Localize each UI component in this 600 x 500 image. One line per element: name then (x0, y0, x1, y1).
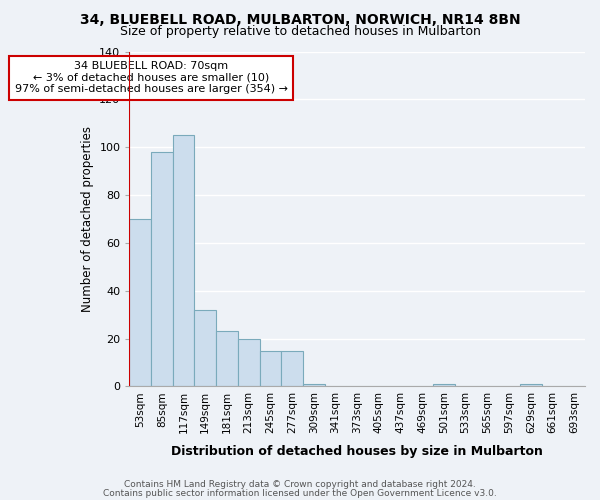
Bar (520, 384, 542, 386)
Bar (303, 384, 325, 386)
Bar (151, 152, 173, 386)
Bar (216, 332, 238, 386)
Bar (130, 219, 151, 386)
Bar (433, 384, 455, 386)
Bar (238, 338, 260, 386)
Bar (260, 350, 281, 386)
Text: 34 BLUEBELL ROAD: 70sqm
← 3% of detached houses are smaller (10)
97% of semi-det: 34 BLUEBELL ROAD: 70sqm ← 3% of detached… (14, 61, 287, 94)
Text: Contains HM Land Registry data © Crown copyright and database right 2024.: Contains HM Land Registry data © Crown c… (124, 480, 476, 489)
Text: Size of property relative to detached houses in Mulbarton: Size of property relative to detached ho… (119, 25, 481, 38)
Y-axis label: Number of detached properties: Number of detached properties (80, 126, 94, 312)
Text: 34, BLUEBELL ROAD, MULBARTON, NORWICH, NR14 8BN: 34, BLUEBELL ROAD, MULBARTON, NORWICH, N… (80, 12, 520, 26)
Bar (173, 135, 194, 386)
Text: Contains public sector information licensed under the Open Government Licence v3: Contains public sector information licen… (103, 488, 497, 498)
Bar (194, 310, 216, 386)
X-axis label: Distribution of detached houses by size in Mulbarton: Distribution of detached houses by size … (171, 444, 543, 458)
Bar (281, 350, 303, 386)
